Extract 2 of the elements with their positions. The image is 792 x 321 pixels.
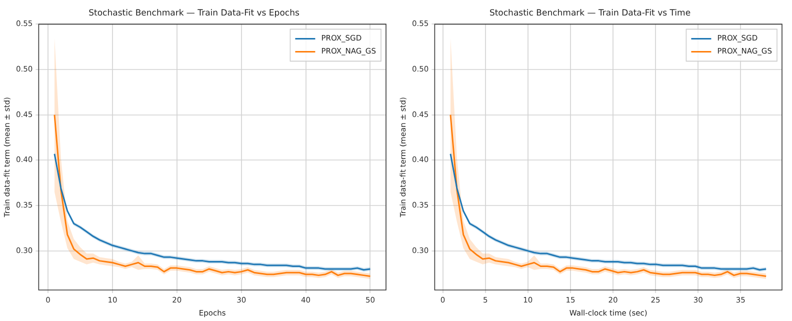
chart-title: Stochastic Benchmark — Train Data-Fit vs Epochs (88, 8, 300, 18)
chart-title: Stochastic Benchmark — Train Data-Fit vs Time (489, 8, 691, 18)
